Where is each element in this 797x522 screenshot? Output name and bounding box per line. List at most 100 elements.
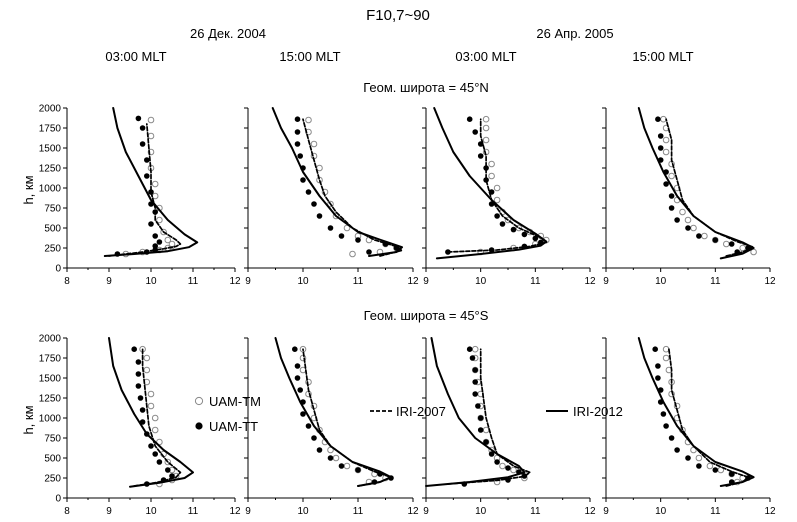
panel-2-4-point-uam-tm (706, 462, 714, 470)
legend-marker-uam-tm (194, 396, 204, 406)
panel-2-2: 9 10 11 12 (244, 337, 419, 517)
panel-2-1-point-uam-tm (151, 426, 159, 434)
panel-2-3-point-uam-tt (475, 403, 481, 409)
panel-2-3-point-uam-tt (472, 379, 479, 385)
panel-2-1-point-uam-tt (165, 467, 171, 473)
panel-1-1-y-tick-label: 1000 (39, 184, 62, 195)
legend-label-iri-2012: IRI-2012 (573, 404, 623, 419)
panel-2-3-point-uam-tm (510, 466, 517, 474)
panel-2-2-point-uam-tt (327, 455, 334, 461)
panel-2-2-x-tick-label: 12 (407, 506, 419, 517)
panel-1-2-point-uam-tt (338, 233, 345, 239)
panel-2-3-point-uam-tt (505, 465, 511, 471)
panel-1-3-point-uam-tm (493, 196, 501, 204)
panel-2-1-point-uam-tt (135, 383, 142, 389)
panel-1-4-series-iri-2012 (637, 107, 755, 260)
panel-2-2-point-uam-tt (294, 375, 301, 381)
panel-2-1-point-uam-tt (135, 359, 142, 365)
panel-1-4: 9 10 11 12 (602, 107, 776, 287)
figure-title: F10,7~90 (366, 7, 430, 24)
panel-2-1-point-uam-tm (143, 354, 151, 362)
panel-2-1-point-uam-tm (143, 366, 151, 374)
panel-1-1: 8 9 10 11 12 0 250 500 750 1000 1250 1500 1750 2000 (39, 104, 241, 288)
panel-2-1-y-tick-label: 0 (55, 494, 61, 505)
panel-2-1-y-tick-label: 750 (44, 434, 61, 445)
panel-1-4-point-uam-tt (712, 237, 719, 243)
panel-1-3-series-iri-2012 (433, 107, 548, 260)
panel-1-4-x-tick-label: 10 (655, 276, 667, 287)
panel-2-4-point-uam-tt (652, 346, 658, 353)
panel-1-1-point-uam-tt (156, 239, 163, 245)
panel-2-1-point-uam-tt (152, 451, 158, 457)
panel-1-1-y-tick-label: 1250 (39, 164, 62, 175)
row-label-south: Геом. широта = 45°S (364, 308, 489, 323)
panel-2-4-point-uam-tt (660, 411, 667, 417)
panel-1-3-x-tick-label: 12 (584, 276, 596, 287)
panel-2-3-point-uam-tt (466, 346, 473, 353)
panel-2-1-y-tick-label: 1250 (39, 394, 62, 405)
panel-1-2-x-tick-label: 11 (353, 276, 364, 287)
panel-1-1-point-uam-tt (139, 141, 146, 147)
panel-1-2-x-tick-label: 9 (245, 276, 251, 287)
panel-1-4-point-uam-tt (655, 116, 661, 122)
date-label-apr-2005: 26 Апр. 2005 (536, 26, 613, 41)
panel-1-1-y-tick-label: 250 (44, 244, 61, 255)
panel-2-1-x-tick-label: 9 (106, 506, 112, 517)
panel-1-2-series-iri-2007 (302, 118, 403, 257)
panel-1-2-point-uam-tt (294, 116, 301, 122)
panel-1-1-point-uam-tt (139, 125, 146, 131)
panel-2-3-point-uam-tt (488, 451, 495, 457)
panel-1-1-x-tick-label: 11 (188, 276, 199, 287)
panel-2-1-point-uam-tt (137, 395, 144, 401)
panel-1-1-point-uam-tm (156, 216, 163, 224)
panel-1-1-y-tick-label: 1500 (39, 144, 62, 155)
panel-1-1-point-uam-tm (164, 236, 172, 244)
panel-2-1-y-tick-label: 1500 (39, 374, 62, 385)
panel-1-2-point-uam-tt (327, 225, 334, 231)
panel-2-1-series-iri-2012 (108, 337, 194, 488)
panel-1-1-y-tick-label: 1750 (39, 124, 62, 135)
panel-1-2-point-uam-tt (355, 237, 361, 243)
panel-2-1-point-uam-tt (131, 346, 137, 353)
panel-2-3-x-tick-label: 9 (423, 506, 429, 517)
panel-2-3-point-uam-tt (483, 439, 489, 445)
panel-1-1-point-uam-tm (147, 132, 155, 140)
panel-2-4-point-uam-tm (695, 454, 703, 462)
panel-1-3-point-uam-tt (477, 153, 484, 159)
panel-2-3-point-uam-tm (482, 426, 490, 434)
panel-2-3-point-uam-tt (469, 355, 476, 361)
panel-2-4-x-tick-label: 11 (710, 506, 721, 517)
panel-1-1-point-uam-tt (135, 115, 142, 122)
y-axis-label-top: h, км (21, 175, 36, 204)
panel-1-1-y-tick-label: 750 (44, 204, 61, 215)
panel-2-2-point-uam-tt (297, 387, 304, 393)
panel-1-3-series-iri-2007 (447, 118, 548, 253)
panel-1-4-point-uam-tt (663, 181, 669, 187)
panel-1-4-point-uam-tt (657, 133, 664, 139)
panel-2-2-point-uam-tt (294, 363, 301, 369)
panel-1-3-point-uam-tm (493, 184, 501, 192)
panel-1-4-point-uam-tm (668, 172, 675, 180)
panel-1-4-point-uam-tt (657, 145, 664, 151)
legend-label-uam-tm: UAM-TM (209, 394, 261, 409)
panel-1-4-point-uam-tm (701, 232, 708, 240)
panel-2-4-point-uam-tt (674, 447, 680, 453)
panel-2-4-x-tick-label: 12 (764, 506, 776, 517)
panel-2-4-point-uam-tt (696, 463, 702, 469)
panel-1-4-point-uam-tm (750, 248, 757, 256)
panel-1-1-series-iri-2012 (103, 107, 199, 257)
time-label-col-4: 15:00 MLT (632, 49, 693, 64)
panel-1-2-point-uam-tt (294, 141, 301, 147)
panel-2-4-point-uam-tt (655, 363, 661, 369)
panel-1-3-point-uam-tm (482, 124, 490, 132)
panel-1-1-point-uam-tt (152, 233, 158, 239)
panel-1-4-point-uam-tm (723, 240, 730, 248)
panel-2-3-x-tick-label: 11 (530, 506, 541, 517)
panel-1-2-point-uam-tt (294, 129, 301, 135)
panel-1-1-y-tick-label: 0 (55, 264, 61, 275)
panel-1-4-x-tick-label: 12 (764, 276, 776, 287)
panel-2-2-point-uam-tt (311, 435, 317, 441)
panel-1-4-point-uam-tm (662, 136, 670, 144)
panel-2-3-point-uam-tt (477, 427, 484, 433)
